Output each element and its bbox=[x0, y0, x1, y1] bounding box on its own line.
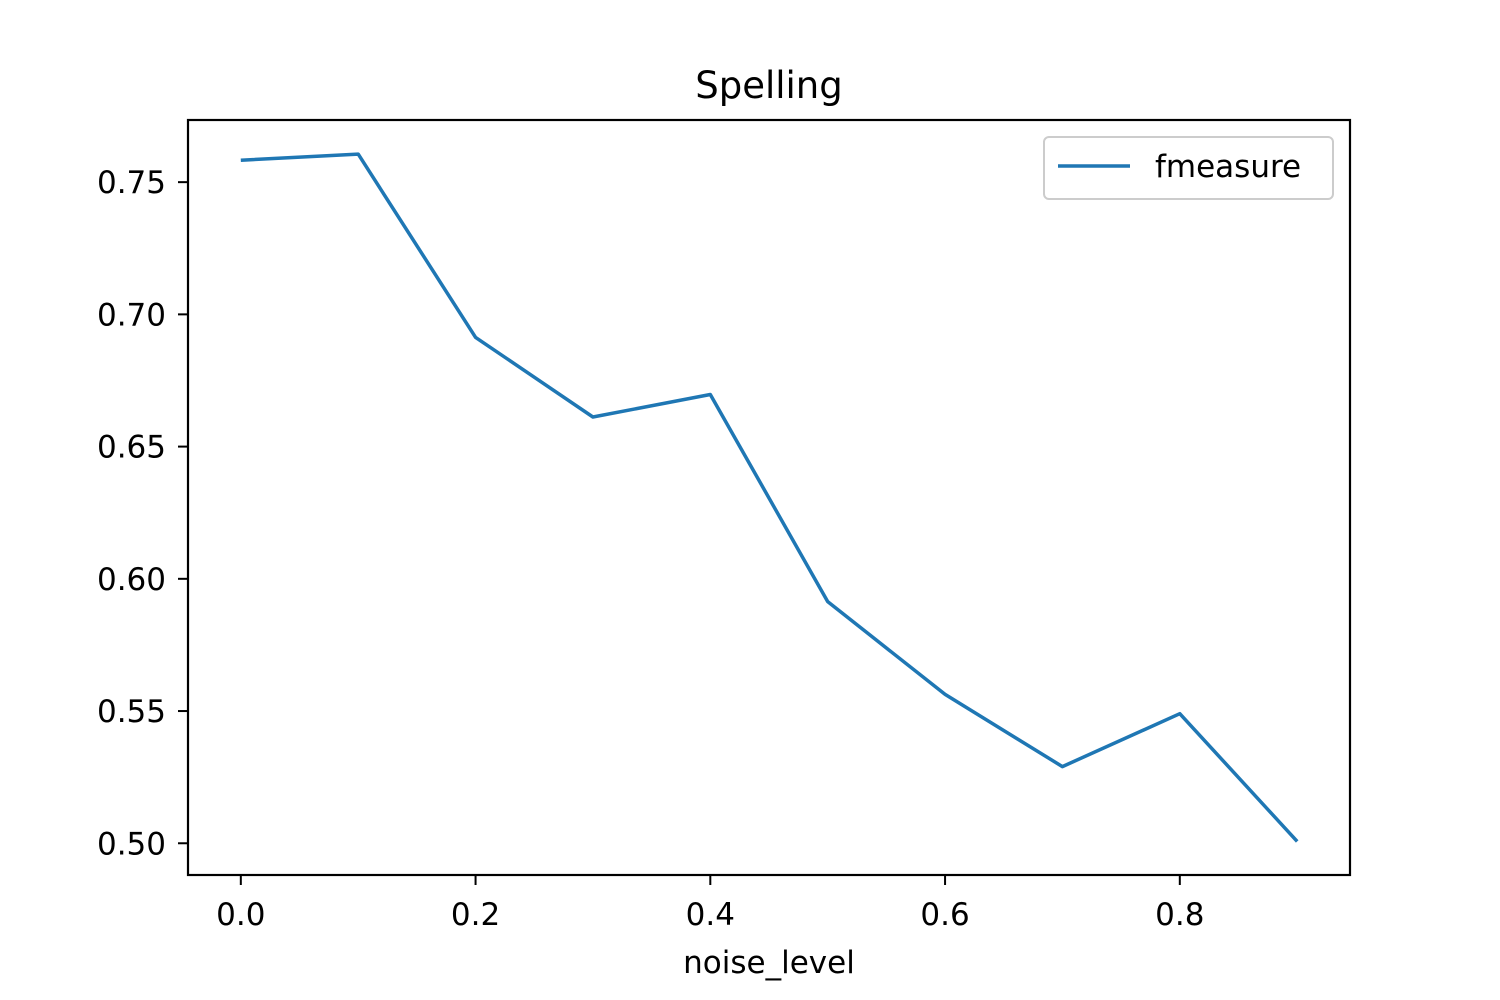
x-tick-label: 0.2 bbox=[451, 897, 500, 933]
x-axis-ticks: 0.0 0.2 0.4 0.6 0.8 bbox=[216, 875, 1204, 933]
y-tick-label: 0.65 bbox=[97, 430, 166, 466]
legend-box bbox=[1043, 136, 1334, 200]
legend: fmeasure bbox=[1043, 136, 1334, 200]
x-tick-label: 0.8 bbox=[1155, 897, 1204, 933]
y-tick-label: 0.55 bbox=[97, 694, 166, 730]
y-axis-ticks: 0.50 0.55 0.60 0.65 0.70 0.75 bbox=[97, 165, 188, 862]
x-tick-label: 0.0 bbox=[216, 897, 265, 933]
plot-frame bbox=[186, 118, 1352, 877]
series-layer bbox=[240, 152, 1299, 843]
x-tick-label: 0.4 bbox=[686, 897, 735, 933]
y-tick-label: 0.60 bbox=[97, 562, 166, 598]
x-axis-label: noise_level bbox=[683, 945, 855, 981]
y-tick-label: 0.50 bbox=[97, 826, 166, 862]
legend-label-fmeasure: fmeasure bbox=[1155, 149, 1301, 185]
y-tick-label: 0.70 bbox=[97, 297, 166, 333]
series-line-fmeasure bbox=[240, 152, 1299, 843]
chart-title: Spelling bbox=[695, 64, 843, 107]
y-tick-label: 0.75 bbox=[97, 165, 166, 201]
x-tick-label: 0.6 bbox=[920, 897, 969, 933]
